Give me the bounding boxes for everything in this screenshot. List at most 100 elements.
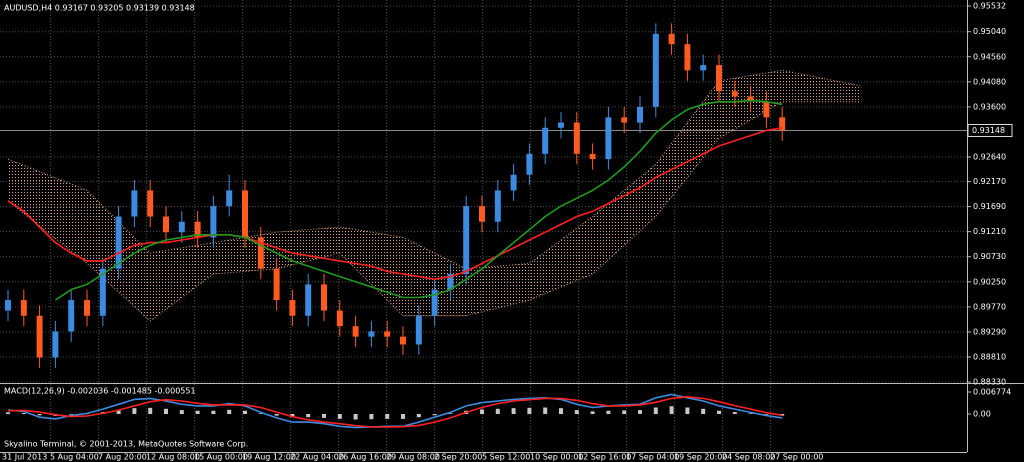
- macd-line: [7, 395, 783, 428]
- macd-histogram-bar: [606, 410, 611, 415]
- y-tick-label: 0.94080: [973, 77, 1006, 86]
- candle-body: [336, 310, 343, 327]
- macd-histogram-bar: [274, 414, 279, 416]
- macd-histogram-bar: [6, 412, 10, 415]
- x-tick-label: 19 Aug 12:00: [242, 453, 296, 462]
- macd-histogram-bar: [685, 407, 690, 415]
- candle-body: [479, 206, 485, 222]
- y-tick-label: 0.91690: [973, 202, 1006, 211]
- candle-body: [716, 65, 722, 92]
- candle-body: [163, 216, 169, 233]
- x-tick-label: 12 Sep 16:00: [578, 453, 631, 462]
- candle-body: [242, 190, 248, 238]
- macd-histogram-bar: [337, 414, 342, 419]
- macd-histogram-bar: [653, 407, 658, 415]
- y-tick-label: 0.00: [973, 410, 991, 419]
- y-tick-label: 0.91210: [973, 227, 1006, 236]
- candle-body: [431, 289, 438, 316]
- candle-body: [463, 206, 470, 274]
- macd-histogram-bar: [227, 409, 232, 415]
- moving-average: [7, 127, 783, 281]
- y-tick-label: 0.89290: [973, 327, 1006, 336]
- macd-histogram-bar: [195, 410, 200, 415]
- macd-histogram-bar: [258, 413, 263, 415]
- copyright: Skyalino Terminal, © 2001-2013, MetaQuot…: [4, 440, 248, 449]
- candle-body: [400, 336, 406, 345]
- x-tick-label: 29 Aug 08:00: [386, 453, 440, 462]
- macd-histogram-bar: [21, 413, 26, 415]
- macd-histogram-bar: [353, 414, 358, 420]
- macd-histogram-bar: [622, 410, 627, 415]
- current-price-label: 0.93148: [972, 126, 1005, 135]
- candle-body: [257, 237, 264, 269]
- chart-header: AUDUSD,H4 0.93167 0.93205 0.93139 0.9314…: [4, 4, 195, 13]
- macd-histogram-bar: [37, 414, 42, 416]
- macd-histogram-bar: [116, 410, 121, 415]
- candle-body: [273, 268, 280, 301]
- macd-histogram-bar: [432, 414, 437, 416]
- macd-histogram-bar: [132, 408, 137, 415]
- macd-histogram-bar: [69, 414, 74, 415]
- macd-histogram-bar: [732, 412, 737, 415]
- macd-histogram-bar: [179, 410, 184, 415]
- macd-histogram-bar: [401, 414, 405, 419]
- candle-body: [605, 117, 612, 160]
- x-tick-label: 24 Sep 08:00: [722, 453, 775, 462]
- macd-histogram-bar: [559, 408, 563, 415]
- x-tick-label: 22 Aug 04:00: [290, 453, 344, 462]
- macd-histogram-bar: [511, 408, 516, 415]
- y-tick-label: 0.88810: [973, 352, 1006, 361]
- y-tick-label: 0.92640: [973, 153, 1006, 162]
- candle-body: [115, 216, 122, 269]
- x-tick-label: 27 Sep 00:00: [770, 453, 823, 462]
- candle-body: [558, 122, 564, 128]
- candle-body: [510, 174, 517, 191]
- macd-histogram-bar: [369, 414, 374, 420]
- x-tick-label: 7 Aug 20:00: [98, 453, 147, 462]
- macd-histogram-bar: [290, 414, 295, 418]
- y-tick-label: 0.88330: [973, 378, 1006, 387]
- candle-body: [52, 331, 59, 358]
- candle-body: [779, 117, 786, 131]
- candle-body: [621, 117, 628, 123]
- macd-histogram-bar: [243, 410, 247, 415]
- candle-body: [352, 326, 359, 337]
- macd-histogram-bar: [306, 414, 311, 418]
- candle-body: [526, 153, 533, 175]
- candle-body: [763, 101, 770, 118]
- x-tick-label: 10 Sep 00:00: [530, 453, 583, 462]
- candle-body: [321, 284, 327, 311]
- macd-histogram-bar: [748, 413, 753, 415]
- candle-body: [384, 331, 391, 337]
- x-tick-label: 2 Sep 20:00: [434, 453, 482, 462]
- macd-histogram-bar: [495, 408, 500, 415]
- cloud-fill: [8, 70, 862, 321]
- candle-body: [684, 44, 691, 71]
- candle-body: [68, 300, 75, 332]
- candle-body: [147, 190, 154, 217]
- candle-body: [447, 273, 454, 290]
- candle-body: [178, 221, 185, 233]
- macd-histogram-bar: [322, 414, 326, 418]
- candle-body: [637, 106, 643, 123]
- candle-body: [368, 331, 375, 337]
- x-tick-label: 15 Aug 00:00: [194, 453, 248, 462]
- candle-body: [5, 300, 11, 311]
- candle-body: [542, 127, 549, 154]
- macd-histogram-bar: [669, 406, 674, 415]
- x-tick-label: 5 Sep 12:00: [482, 453, 530, 462]
- y-tick-label: 0.95040: [973, 27, 1006, 36]
- y-tick-label: 0.94560: [973, 52, 1006, 61]
- macd-histogram-bar: [480, 409, 484, 415]
- candle-body: [210, 206, 217, 238]
- macd-histogram-bar: [590, 411, 595, 415]
- candle-body: [36, 315, 43, 358]
- moving-average: [54, 99, 783, 301]
- candle-body: [84, 300, 90, 316]
- current-price-box: [967, 123, 1013, 137]
- macd-histogram-bar: [717, 410, 721, 415]
- candle-body: [226, 190, 233, 207]
- vertical-grid: [50, 0, 771, 452]
